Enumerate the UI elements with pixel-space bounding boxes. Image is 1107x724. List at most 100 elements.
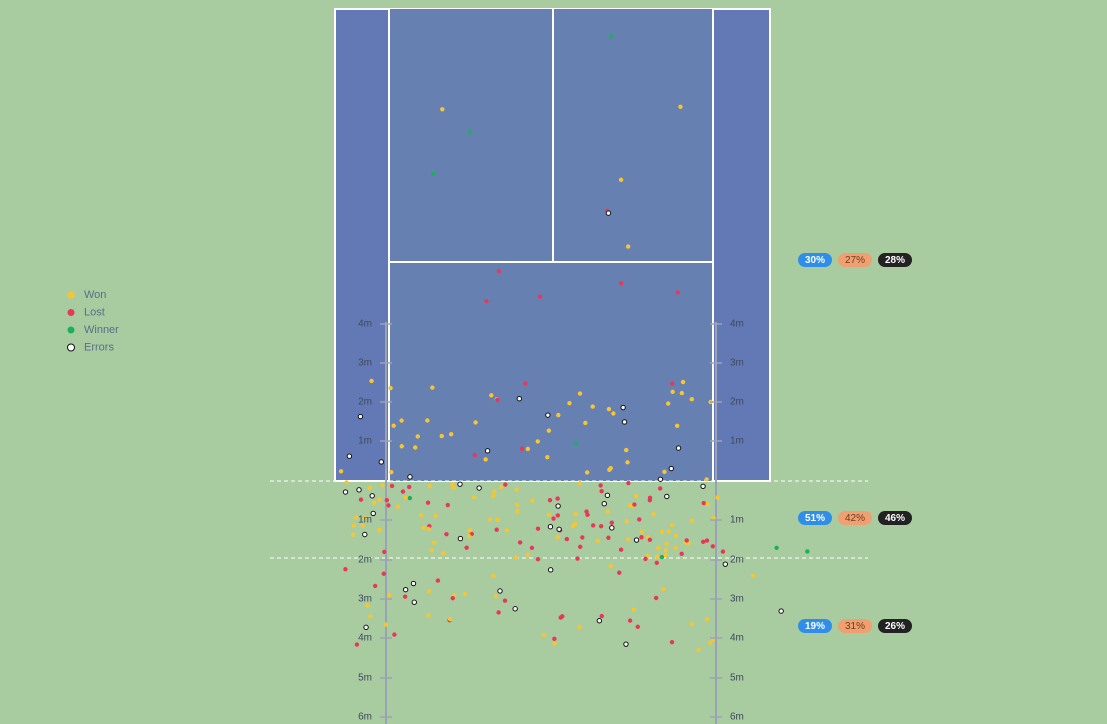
shot (609, 33, 614, 39)
shot (659, 554, 665, 560)
shot (472, 452, 478, 458)
shot (448, 431, 454, 437)
shot (529, 545, 535, 551)
shot (577, 624, 582, 630)
shot (608, 563, 613, 569)
shot (514, 487, 519, 492)
shot (547, 497, 553, 503)
shot (675, 445, 682, 451)
shot (377, 497, 382, 503)
shot (715, 495, 720, 500)
shot (556, 526, 562, 532)
scale-label: 3m (358, 358, 372, 369)
shot (601, 500, 607, 507)
shot (675, 423, 680, 428)
shot (362, 515, 368, 521)
shot (391, 423, 396, 428)
shot (606, 535, 611, 540)
shot (635, 624, 640, 630)
shot (472, 495, 477, 500)
scale-label: 1m (358, 436, 372, 447)
shot (696, 647, 701, 653)
shot (595, 538, 600, 544)
scale-label: 1m (730, 515, 744, 526)
shot (344, 480, 349, 485)
shot (778, 608, 784, 614)
shot (386, 503, 391, 508)
shot (435, 578, 441, 583)
shot (370, 510, 376, 517)
shot (599, 613, 604, 619)
shot (618, 281, 624, 286)
shot (513, 555, 519, 560)
shot (450, 481, 455, 487)
shot (413, 445, 418, 450)
shot (560, 614, 565, 619)
shot (504, 528, 510, 533)
shot (627, 503, 633, 508)
shot (400, 489, 406, 494)
shot (673, 545, 678, 551)
legend-marker (67, 309, 75, 316)
shot (722, 561, 729, 567)
scale-label: 6m (730, 712, 744, 723)
shot (651, 512, 656, 517)
shot (372, 583, 378, 589)
shot (418, 513, 424, 518)
scale-label: 4m (730, 319, 744, 330)
singles-court (389, 9, 713, 481)
shot (573, 511, 578, 517)
shot (704, 477, 709, 482)
shot (700, 483, 706, 489)
shot (406, 484, 412, 490)
shot (476, 485, 482, 491)
shot (490, 494, 496, 499)
shot (637, 517, 642, 522)
shot (643, 556, 648, 562)
shot (432, 540, 437, 545)
shot (605, 509, 610, 514)
shot (750, 573, 756, 578)
shot (451, 485, 456, 490)
shot (464, 545, 469, 550)
shot (552, 636, 557, 642)
shot (605, 210, 612, 216)
shot (515, 502, 520, 507)
scale-label: 2m (730, 555, 744, 566)
shot (609, 525, 615, 531)
shot (575, 556, 580, 561)
shot (399, 418, 404, 423)
shot (535, 526, 541, 531)
shot (584, 470, 590, 475)
shot (625, 244, 631, 249)
shot (654, 554, 660, 559)
shot (407, 474, 413, 480)
badge (798, 253, 832, 267)
shot (425, 500, 431, 505)
shot (492, 489, 497, 494)
shot (346, 453, 353, 459)
scale-label: 2m (358, 555, 372, 566)
shot (356, 487, 362, 493)
shot (525, 552, 530, 557)
badge-label: 46% (885, 513, 905, 524)
shot (535, 557, 541, 562)
shot (383, 622, 389, 627)
shot (541, 632, 547, 638)
shot (362, 531, 368, 538)
shot (631, 607, 636, 612)
scale-label: 5m (730, 673, 744, 684)
shot (547, 567, 554, 573)
shot (670, 381, 675, 386)
shot (618, 547, 624, 552)
shot (491, 573, 496, 579)
shot (367, 485, 373, 491)
shot (664, 493, 670, 500)
shot (673, 533, 679, 539)
shot (684, 538, 689, 543)
badge (878, 511, 912, 525)
shot (410, 580, 417, 587)
shot (496, 610, 501, 615)
shot (664, 541, 669, 547)
